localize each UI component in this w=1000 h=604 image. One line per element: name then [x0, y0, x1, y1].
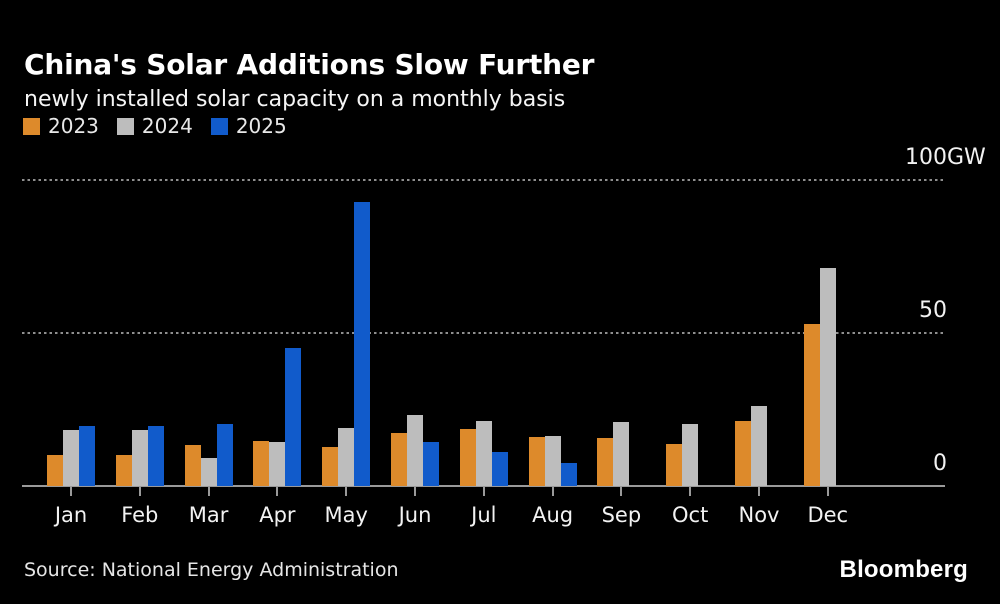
x-tick-Aug	[551, 487, 554, 496]
x-tick-May	[345, 487, 348, 496]
x-axis-line	[22, 485, 945, 487]
legend: 2023 2024 2025	[23, 116, 287, 136]
bar-2024-Oct	[682, 424, 698, 486]
bar-2024-Mar	[201, 458, 217, 486]
bar-2023-Feb	[116, 455, 132, 486]
x-axis-label-Jun: Jun	[398, 503, 432, 527]
bloomberg-logo: Bloomberg	[839, 556, 968, 583]
bar-2025-Jun	[423, 442, 439, 486]
x-axis-label-Jul: Jul	[471, 503, 497, 527]
x-axis-label-Nov: Nov	[738, 503, 780, 527]
y-axis-unit: GW	[947, 145, 986, 170]
bar-2024-Jan	[63, 430, 79, 486]
x-tick-Jun	[414, 487, 416, 496]
bar-2024-Sep	[613, 422, 629, 486]
bar-2025-Jan	[79, 426, 95, 486]
x-axis-label-Apr: Apr	[259, 503, 296, 527]
legend-swatch-2023	[23, 117, 40, 135]
bar-2024-Apr	[269, 442, 285, 486]
legend-item-2024: 2024	[116, 114, 193, 138]
x-tick-Oct	[689, 487, 692, 496]
x-axis-label-Dec: Dec	[807, 503, 849, 527]
bar-2025-Jul	[492, 452, 508, 486]
bar-2024-Jul	[476, 421, 492, 486]
bar-2023-Sep	[597, 438, 613, 486]
y-axis-label-100: 100 GW	[905, 145, 986, 170]
chart-title: China's Solar Additions Slow Further	[24, 47, 595, 81]
bar-2023-May	[322, 447, 338, 486]
y-axis-label-50: 50	[919, 298, 947, 323]
x-tick-Apr	[276, 487, 279, 496]
bar-2023-Aug	[529, 437, 545, 486]
bar-2025-May	[354, 202, 370, 486]
bar-2024-Dec	[820, 268, 836, 486]
legend-label-2023: 2023	[48, 114, 99, 138]
source-text: Source: National Energy Administration	[24, 559, 399, 581]
bar-2024-Jun	[407, 415, 423, 486]
bar-2024-Aug	[545, 436, 561, 486]
x-tick-Sep	[620, 487, 623, 496]
x-axis-label-Aug: Aug	[532, 503, 574, 527]
bar-2024-Nov	[751, 406, 767, 486]
x-axis-label-Jan: Jan	[54, 503, 88, 527]
bar-2025-Mar	[217, 424, 233, 486]
bar-2023-Apr	[253, 441, 269, 486]
legend-item-2025: 2025	[210, 114, 287, 138]
gridline-50	[22, 332, 945, 334]
legend-label-2024: 2024	[141, 114, 193, 138]
x-axis-label-Oct: Oct	[672, 503, 709, 527]
bar-2024-May	[338, 428, 354, 486]
legend-label-2025: 2025	[235, 114, 287, 138]
x-axis-label-Mar: Mar	[188, 503, 229, 527]
bar-2023-Jan	[47, 455, 63, 486]
bar-2023-Oct	[666, 444, 682, 486]
y-axis-label-0: 0	[933, 451, 947, 476]
bar-2023-Mar	[185, 445, 201, 486]
x-tick-Jan	[70, 487, 72, 496]
x-tick-Feb	[138, 487, 141, 496]
x-tick-Dec	[826, 487, 829, 496]
gridline-100	[22, 179, 945, 181]
x-tick-Mar	[207, 487, 210, 496]
bar-2023-Nov	[735, 421, 751, 486]
legend-swatch-2025	[210, 117, 228, 135]
x-axis-label-Feb: Feb	[121, 503, 159, 527]
bar-2025-Feb	[148, 426, 164, 486]
bar-2023-Jun	[391, 433, 407, 486]
x-axis-label-May: May	[324, 503, 368, 527]
x-axis-label-Sep: Sep	[601, 503, 642, 527]
chart-subtitle: newly installed solar capacity on a mont…	[24, 87, 566, 112]
bar-2023-Jul	[460, 429, 476, 486]
legend-swatch-2024	[116, 117, 134, 135]
bar-2025-Aug	[561, 463, 577, 486]
x-tick-Jul	[482, 487, 485, 496]
bar-2023-Dec	[804, 324, 820, 486]
x-tick-Nov	[758, 487, 760, 496]
bar-2024-Feb	[132, 430, 148, 486]
legend-item-2023: 2023	[23, 116, 99, 136]
bar-2025-Apr	[285, 348, 301, 486]
